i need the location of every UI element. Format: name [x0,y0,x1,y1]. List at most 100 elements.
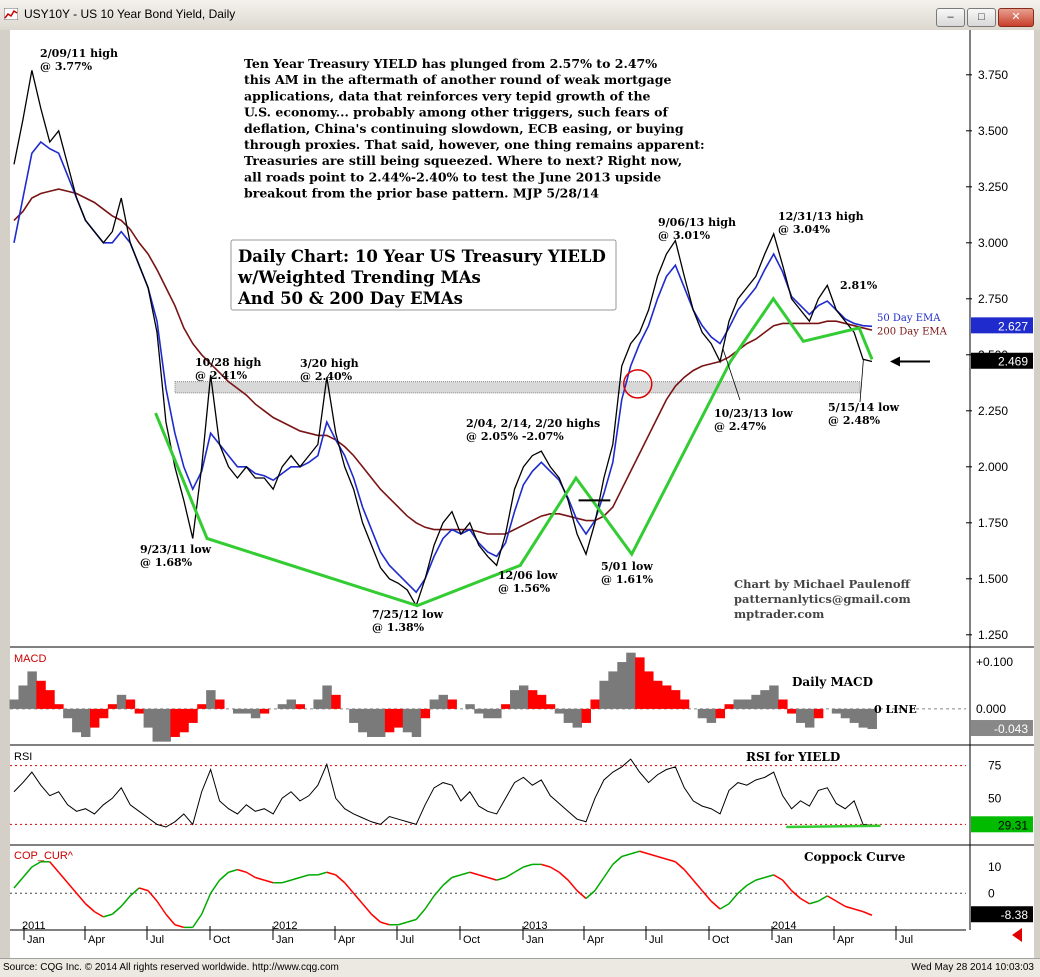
macd-bar [277,704,288,709]
macd-bar [581,708,591,723]
x-month-label: Oct [463,934,480,946]
macd-zero-label: 0 LINE [874,703,917,716]
macd-bar [134,708,145,714]
price-tick-label: 3.750 [978,68,1008,82]
annotation-label: 10/28 high [195,356,261,369]
macd-bar [796,708,806,723]
minimize-button[interactable]: – [936,8,965,27]
annotation-label: 12/31/13 high [778,210,864,223]
macd-bar [527,690,538,709]
macd-bar [626,652,636,709]
annotation-label: @ 3.77% [40,60,93,73]
coppock-segment [505,871,515,879]
coppock-segment [603,863,614,878]
coppock-segment [49,861,60,873]
macd-bar [849,708,860,723]
macd-bar [152,708,162,742]
commentary-line: this AM in the aftermath of another roun… [244,72,672,87]
coppock-segment [433,884,444,897]
title-bar: USY10Y - US 10 Year Bond Yield, Daily – … [0,0,1040,31]
status-bar: Source: CQG Inc. © 2014 All rights reser… [0,958,1040,977]
macd-bar [760,690,770,709]
coppock-segment [674,861,685,871]
x-month-label: Apr [837,934,854,946]
annotation-label: 5/01 low [601,560,653,573]
annotation-label: @ 3.01% [658,229,711,242]
x-year-label: 2014 [772,920,796,932]
coppock-segment [129,887,140,897]
rsi-line [13,758,873,828]
ema200-line [13,188,873,535]
coppock-segment [719,903,730,910]
macd-bar [518,685,529,709]
coppock-segment [567,879,578,892]
coppock-segment [317,871,328,876]
macd-bar [197,704,207,709]
annotation-label: @ 2.41% [195,369,248,382]
coppock-segment [335,874,346,884]
coppock-segment [281,879,292,884]
price-line [13,70,873,608]
annotation-label: @ 2.47% [714,420,767,433]
macd-bar [36,680,46,709]
macd-bar [375,708,386,737]
ema50-last-box [971,317,1033,334]
coppock-segment [451,874,462,879]
coppock-segment [75,892,87,905]
coppock-segment [728,892,739,905]
macd-bar [259,708,270,714]
macd-bar [715,708,726,719]
annotation-label: 2.81% [840,279,878,292]
coppock-title: Coppock Curve [804,850,906,864]
macd-bar [447,699,457,709]
macd-bar [492,708,502,719]
coppock-segment [755,876,765,881]
coppock-segment [299,874,310,879]
annotation-pointer [722,347,741,401]
coppock-segment [219,871,229,881]
price-tick-label: 1.250 [978,628,1008,642]
price-last-box [971,352,1033,369]
maximize-button[interactable]: □ [967,8,996,27]
coppock-segment [174,924,185,929]
coppock-segment [791,890,801,900]
close-button[interactable]: ✕ [998,8,1034,27]
x-month-label: Jan [526,934,544,946]
x-month-label: Apr [88,934,105,946]
credit-line: mptrader.com [734,607,824,621]
coppock-segment [746,879,757,887]
macd-bar [536,694,547,709]
macd-bar [804,708,815,728]
coppock-segment [800,897,810,905]
annotation-label: @ 2.48% [828,414,881,427]
coppock-segment [496,876,506,881]
coppock-segment [22,866,33,878]
breakout-circle [623,369,653,399]
rsi-tick-label: 50 [988,791,1002,805]
coppock-segment [237,868,247,873]
coppock-segment [264,879,274,884]
macd-bar [295,704,305,709]
macd-bar [429,699,440,709]
coppock-segment [326,871,336,876]
macd-bar [349,708,359,723]
x-month-label: Oct [712,934,729,946]
macd-bar [608,671,618,709]
ema50-last-value: 2.627 [998,319,1028,333]
coppock-segment [630,850,640,855]
coppock-segment [764,874,774,879]
price-tick-label: 1.750 [978,516,1008,530]
macd-bar [787,708,797,714]
annotation-label: @ 3.04% [778,223,831,236]
coppock-segment [478,874,488,879]
coppock-segment [58,871,69,884]
annotation-label: 9/23/11 low [140,543,212,556]
coppock-segment [639,850,649,855]
price-pointer-arrowhead [890,356,900,367]
commentary-line: applications, data that reinforces very … [244,88,651,103]
macd-bar [420,708,431,719]
coppock-segment [192,913,203,928]
macd-bar [840,708,851,719]
macd-bar [250,708,261,719]
x-month-label: Jan [276,934,294,946]
